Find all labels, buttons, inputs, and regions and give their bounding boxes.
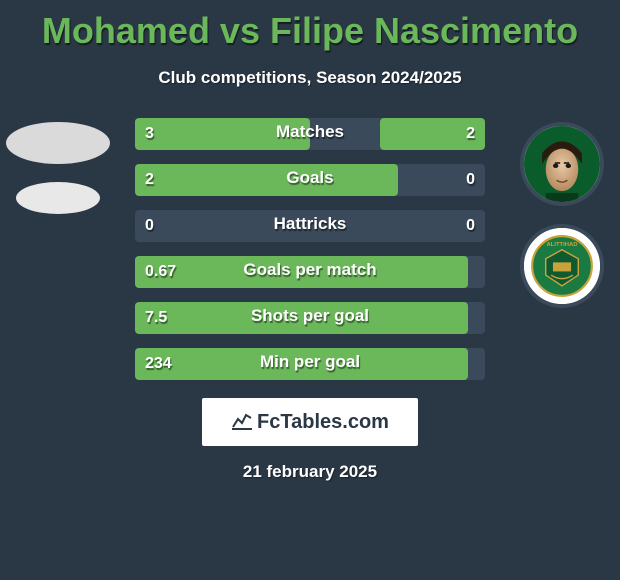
stat-value-left: 0.67 [145, 263, 176, 281]
branding-text: FcTables.com [257, 411, 389, 434]
stat-value-right: 2 [466, 125, 475, 143]
stat-value-left: 7.5 [145, 309, 167, 327]
stat-label: Hattricks [274, 214, 347, 234]
stat-value-left: 0 [145, 217, 154, 235]
stat-label: Matches [276, 122, 344, 142]
stat-row: 3 Matches 2 [135, 118, 485, 150]
svg-text:ALITTIHAD: ALITTIHAD [546, 242, 577, 248]
player-left-avatar [6, 122, 110, 164]
date-label: 21 february 2025 [0, 462, 620, 482]
player-right-club-badge: ALITTIHAD [520, 224, 604, 308]
branding-box[interactable]: FcTables.com [202, 398, 418, 446]
stat-row: 0.67 Goals per match [135, 256, 485, 288]
stat-label: Shots per goal [251, 306, 369, 326]
stats-list: 3 Matches 2 2 Goals 0 0 Hattricks 0 0.67… [135, 118, 485, 380]
player-left-club-badge [16, 182, 100, 214]
chart-icon [231, 409, 253, 436]
stat-bar-left [135, 164, 398, 196]
player-left-column [8, 122, 108, 214]
stat-value-right: 0 [466, 217, 475, 235]
stat-row: 7.5 Shots per goal [135, 302, 485, 334]
page-subtitle: Club competitions, Season 2024/2025 [0, 68, 620, 88]
stat-value-left: 2 [145, 171, 154, 189]
player-right-column: ALITTIHAD [512, 122, 612, 308]
stat-label: Goals per match [243, 260, 376, 280]
page-title: Mohamed vs Filipe Nascimento [0, 0, 620, 52]
stat-label: Min per goal [260, 352, 360, 372]
stat-row: 234 Min per goal [135, 348, 485, 380]
stat-label: Goals [286, 168, 333, 188]
stat-value-left: 3 [145, 125, 154, 143]
player-right-avatar [520, 122, 604, 206]
stat-row: 2 Goals 0 [135, 164, 485, 196]
stat-value-left: 234 [145, 355, 172, 373]
comparison-content: ALITTIHAD 3 Matches 2 2 Goals 0 0 Hattri… [0, 118, 620, 380]
stat-value-right: 0 [466, 171, 475, 189]
club-badge-icon: ALITTIHAD [524, 228, 600, 304]
avatar-photo-icon [524, 126, 600, 202]
stat-row: 0 Hattricks 0 [135, 210, 485, 242]
